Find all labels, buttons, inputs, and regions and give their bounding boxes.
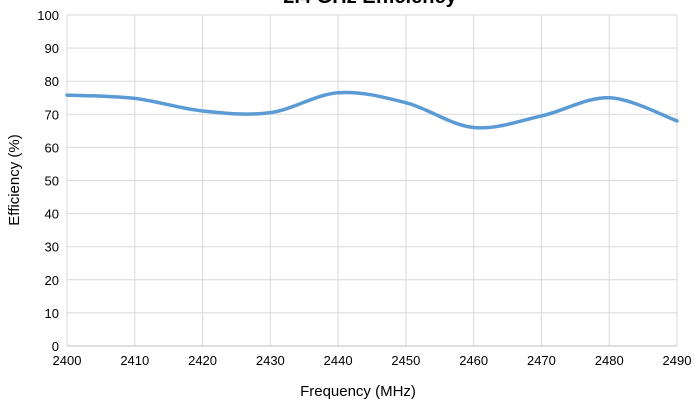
x-tick-label: 2450 [391, 353, 420, 368]
chart-title: 2.4 GHz Efficiency [283, 0, 457, 8]
y-tick-label: 70 [45, 107, 59, 122]
y-axis-label: Efficiency (%) [6, 134, 23, 225]
tick-labels: 0 10 20 30 40 50 60 70 80 90 100 2400 2410 2420 2430 24… [37, 8, 691, 368]
x-tick-label: 2480 [595, 353, 624, 368]
series-layer [65, 90, 679, 130]
x-tick-label: 2440 [324, 353, 353, 368]
series-line [65, 90, 679, 130]
x-axis-label: Frequency (MHz) [300, 383, 416, 400]
x-tick-label: 2400 [53, 353, 82, 368]
x-tick-label: 2460 [459, 353, 488, 368]
y-tick-label: 60 [45, 140, 59, 155]
y-tick-label: 80 [45, 74, 59, 89]
y-tick-label: 0 [52, 339, 59, 354]
y-tick-label: 100 [37, 8, 59, 23]
x-tick-label: 2470 [527, 353, 556, 368]
gridlines [66, 14, 678, 346]
x-tick-label: 2490 [663, 353, 692, 368]
y-tick-label: 30 [45, 240, 59, 255]
x-tick-label: 2430 [256, 353, 285, 368]
y-tick-label: 10 [45, 306, 59, 321]
y-tick-label: 90 [45, 41, 59, 56]
x-tick-label: 2410 [120, 353, 149, 368]
x-tick-label: 2420 [188, 353, 217, 368]
y-tick-label: 20 [45, 273, 59, 288]
y-tick-label: 40 [45, 207, 59, 222]
y-tick-label: 50 [45, 174, 59, 189]
